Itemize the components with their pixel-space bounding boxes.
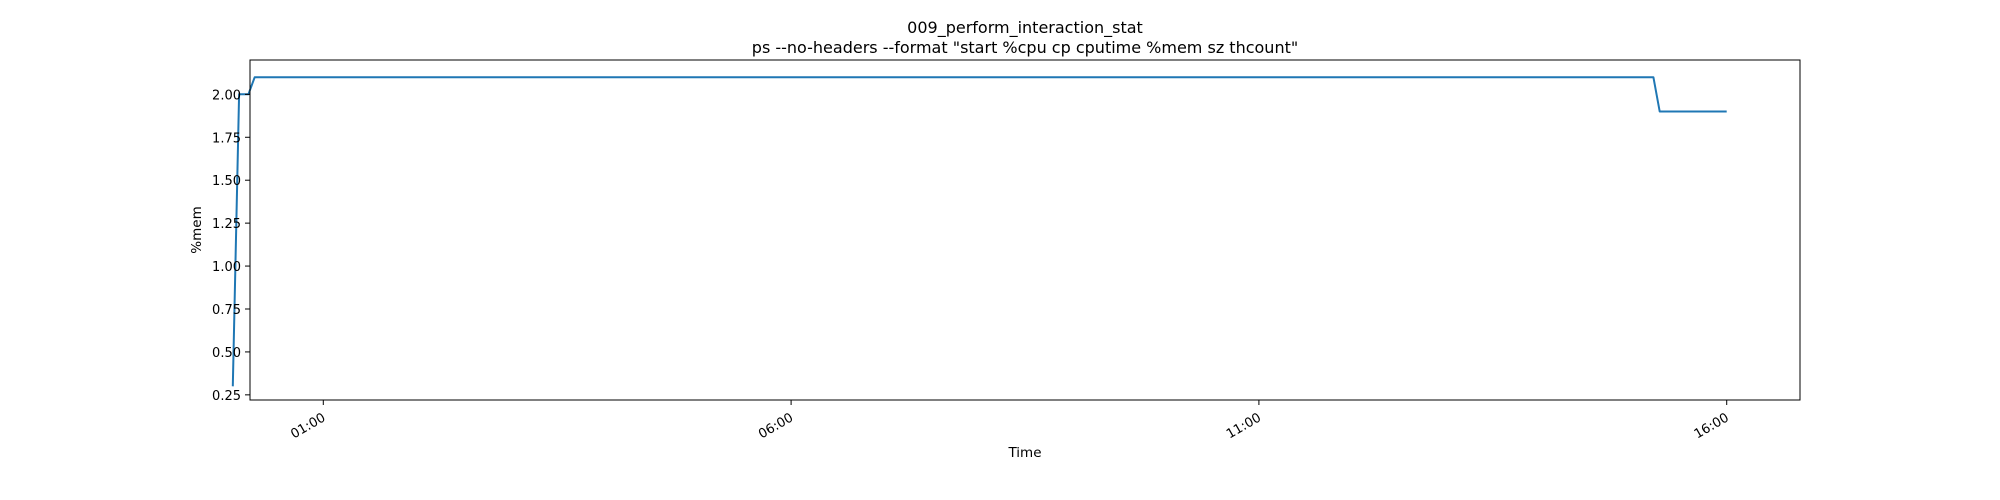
plot-background [250, 60, 1800, 400]
x-axis: 01:00 06:00 11:00 16:00 [288, 400, 1732, 442]
y-tick-label: 0.25 [212, 389, 241, 404]
y-axis: 0.25 0.50 0.75 1.00 1.25 1.50 1.75 2.00 [212, 88, 250, 404]
y-tick-label: 1.75 [212, 131, 241, 146]
y-tick-label: 2.00 [212, 88, 241, 103]
plot-frame [249, 59, 1801, 401]
y-tick-label: 1.50 [212, 174, 241, 189]
y-axis-label: %mem [189, 206, 205, 253]
x-tick-label: 01:00 [288, 410, 328, 442]
y-tick-label: 0.50 [212, 346, 241, 361]
x-tick-label: 11:00 [1224, 410, 1264, 442]
x-tick-label: 06:00 [756, 410, 796, 442]
series-line [231, 76, 1727, 387]
y-tick-label: 0.75 [212, 303, 241, 318]
series-layer [231, 76, 1727, 387]
chart-title: 009_perform_interaction_stat [907, 18, 1143, 38]
x-axis-label: Time [1007, 445, 1041, 461]
x-tick-label: 16:00 [1692, 410, 1732, 442]
y-tick-label: 1.25 [212, 217, 241, 232]
chart-subtitle: ps --no-headers --format "start %cpu cp … [752, 38, 1298, 57]
y-tick-label: 1.00 [212, 260, 241, 275]
